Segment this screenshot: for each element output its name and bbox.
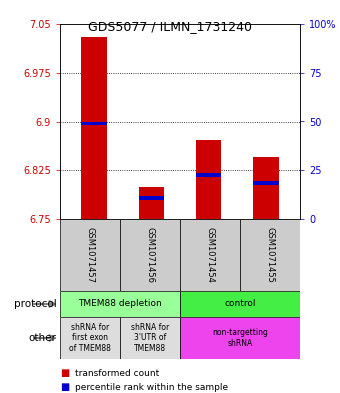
Bar: [120, 317, 180, 359]
Text: GSM1071455: GSM1071455: [266, 227, 274, 283]
Bar: [81, 121, 107, 125]
Text: shRNA for
first exon
of TMEM88: shRNA for first exon of TMEM88: [69, 323, 111, 353]
Bar: [60, 219, 120, 291]
Text: GSM1071457: GSM1071457: [85, 227, 95, 283]
Text: ■: ■: [60, 382, 69, 392]
Bar: [196, 173, 221, 177]
Bar: [180, 219, 240, 291]
Bar: [120, 219, 180, 291]
Text: GSM1071456: GSM1071456: [146, 227, 154, 283]
Bar: [180, 317, 300, 359]
Text: transformed count: transformed count: [75, 369, 159, 378]
Text: ■: ■: [60, 368, 69, 378]
Text: other: other: [29, 333, 56, 343]
Text: control: control: [224, 299, 256, 309]
Text: GSM1071454: GSM1071454: [205, 227, 215, 283]
Text: GDS5077 / ILMN_1731240: GDS5077 / ILMN_1731240: [88, 20, 252, 33]
Bar: [253, 157, 278, 219]
Text: TMEM88 depletion: TMEM88 depletion: [78, 299, 162, 309]
Bar: [253, 181, 278, 185]
Text: protocol: protocol: [14, 299, 56, 309]
Bar: [81, 37, 107, 219]
Bar: [139, 196, 164, 200]
Text: non-targetting
shRNA: non-targetting shRNA: [212, 328, 268, 348]
Bar: [240, 219, 300, 291]
Text: shRNA for
3'UTR of
TMEM88: shRNA for 3'UTR of TMEM88: [131, 323, 169, 353]
Bar: [139, 187, 164, 219]
Bar: [60, 291, 180, 317]
Text: percentile rank within the sample: percentile rank within the sample: [75, 382, 228, 391]
Bar: [180, 291, 300, 317]
Bar: [196, 140, 221, 219]
Bar: [60, 317, 120, 359]
